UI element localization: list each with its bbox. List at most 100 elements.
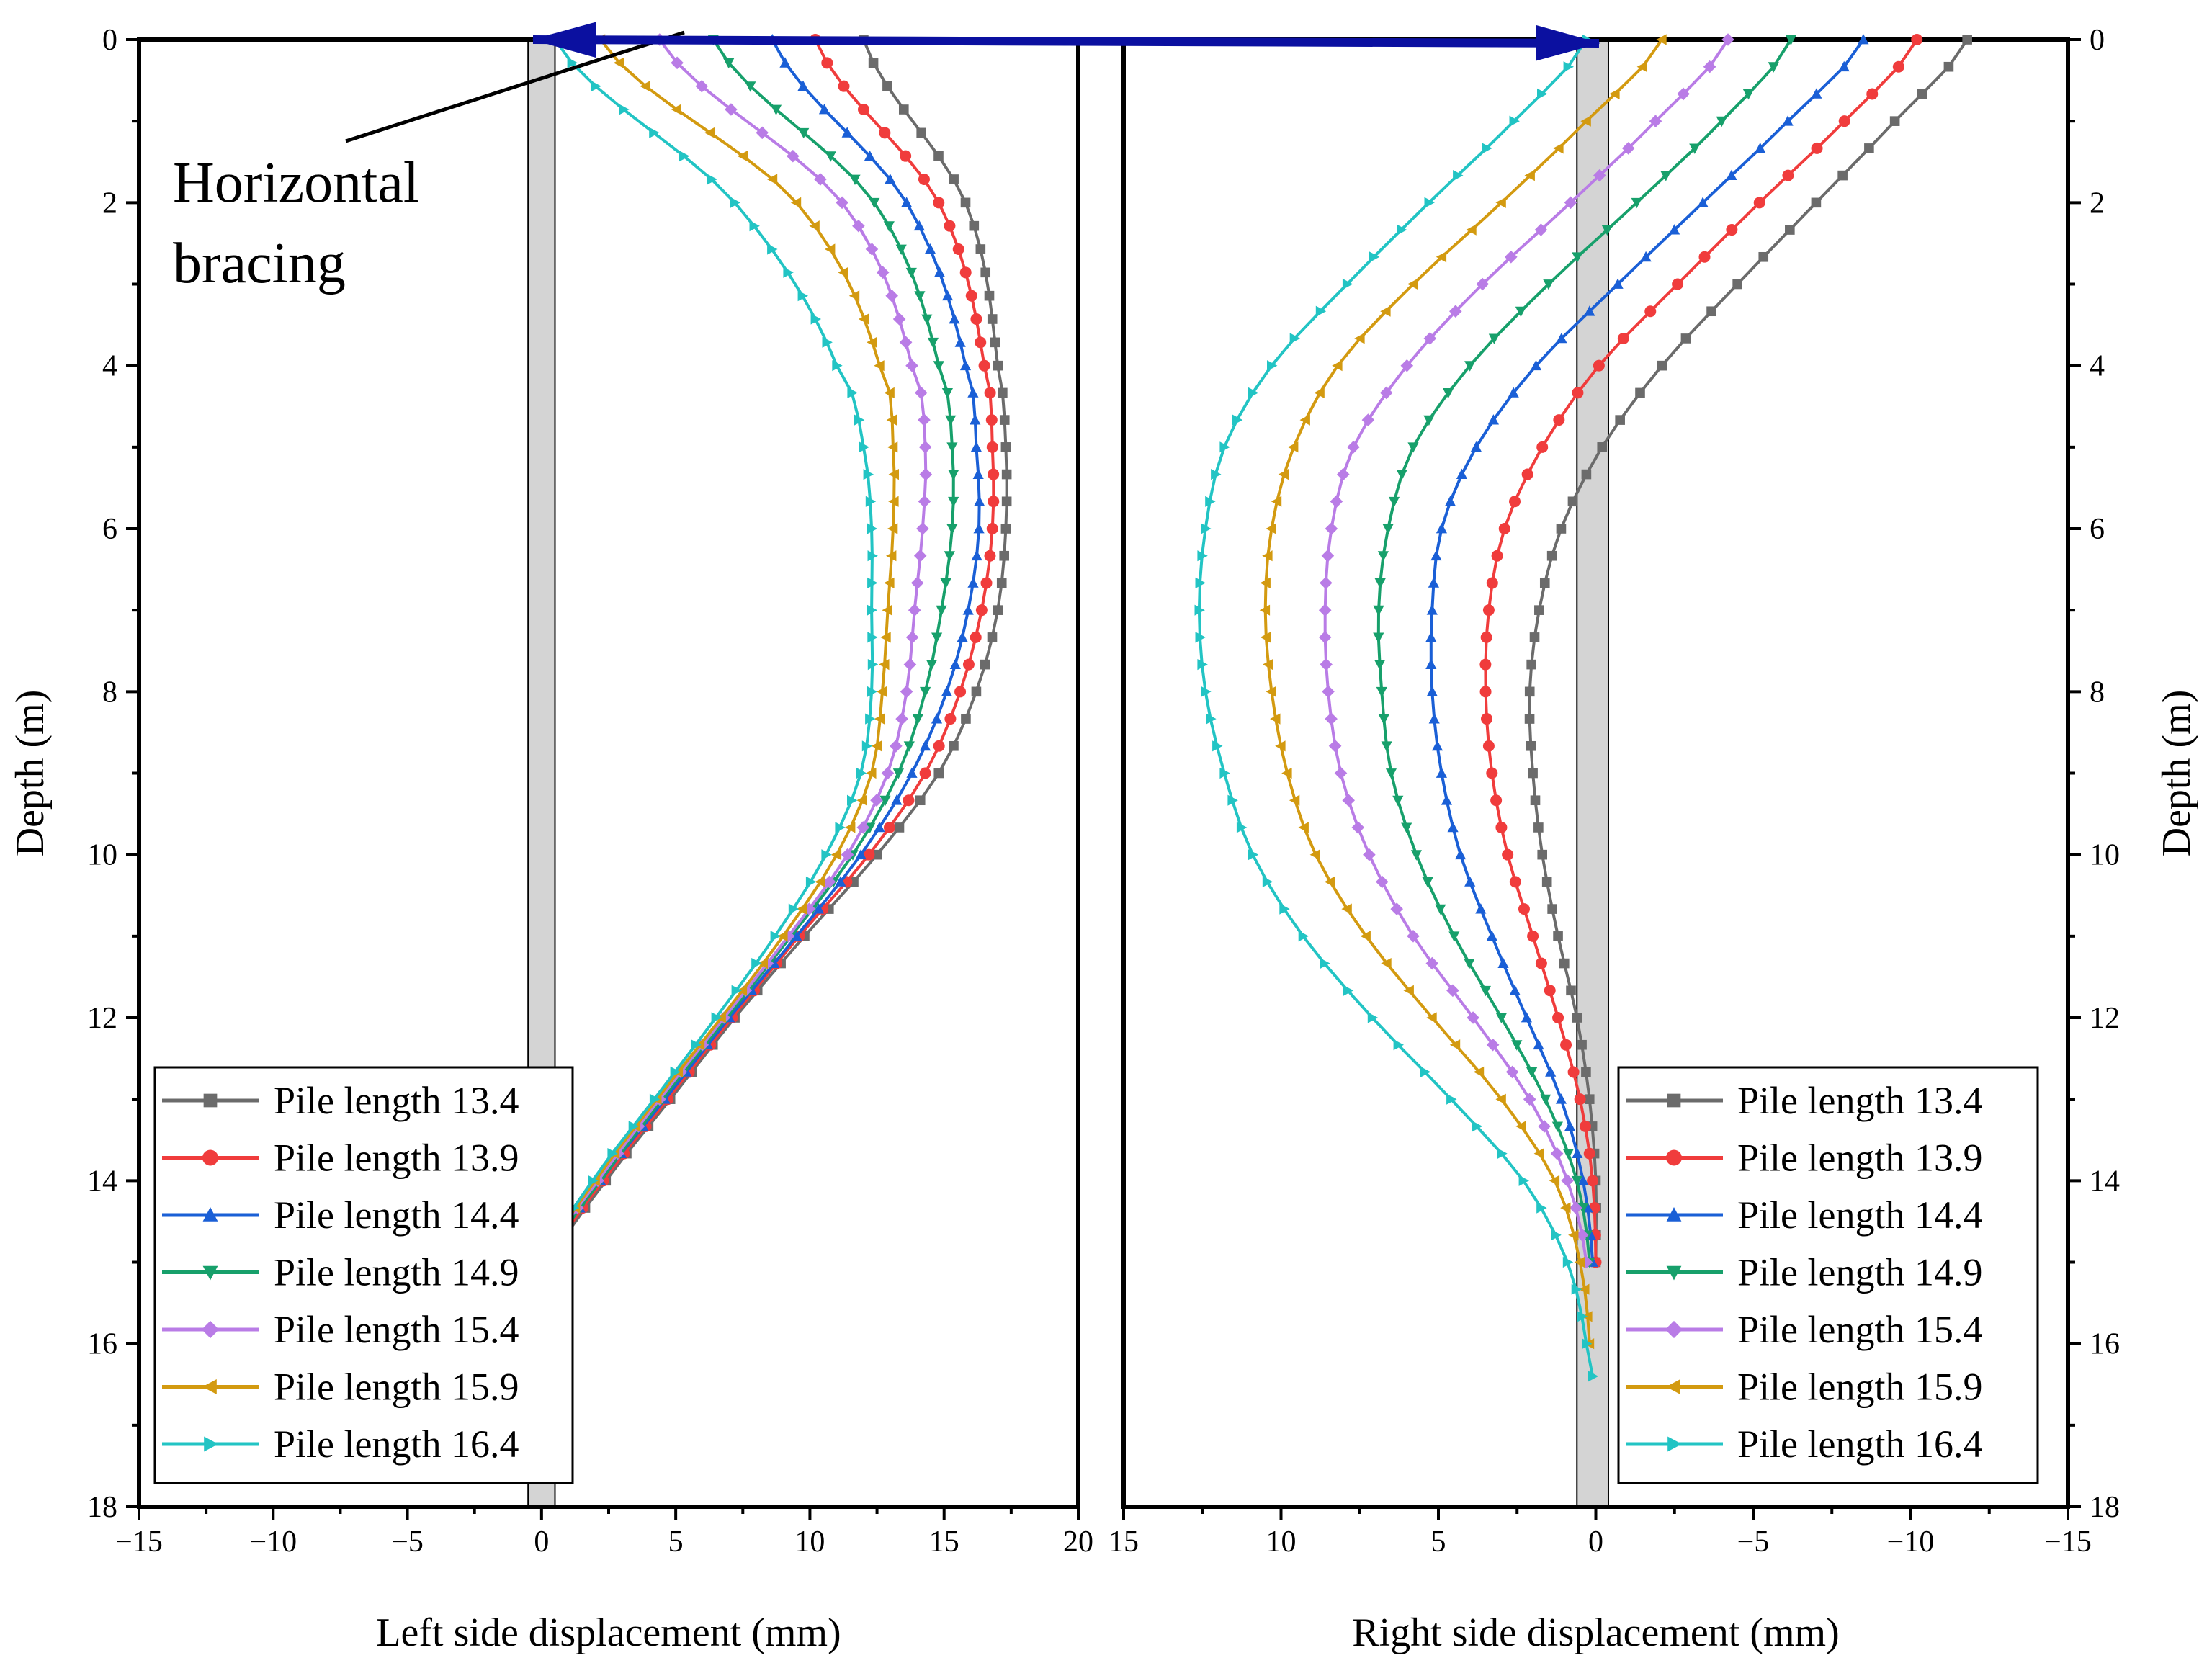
- series-marker-5: [1523, 1093, 1536, 1106]
- series-marker-7: [810, 313, 821, 325]
- series-marker-2: [1480, 631, 1492, 643]
- series-marker-6: [1560, 1202, 1571, 1214]
- series-marker-5: [1446, 984, 1459, 998]
- series-marker-5: [905, 631, 919, 644]
- series-marker-3: [931, 713, 943, 724]
- series-marker-3: [1425, 658, 1437, 669]
- x-tick-label: 0: [1588, 1525, 1603, 1559]
- series-marker-6: [1266, 523, 1276, 534]
- series-marker-4: [1377, 551, 1389, 562]
- series-marker-3: [797, 80, 809, 91]
- series-marker-1: [1539, 578, 1550, 588]
- y-tick-label: 0: [102, 24, 117, 57]
- series-marker-3: [913, 220, 925, 231]
- series-marker-6: [1436, 251, 1447, 263]
- series-marker-4: [933, 361, 944, 372]
- series-marker-7: [1367, 1012, 1379, 1023]
- series-marker-2: [1782, 169, 1794, 181]
- series-marker-7: [1195, 632, 1206, 643]
- series-marker-4: [1374, 578, 1386, 589]
- horizontal-bracing-arrow: [532, 22, 1600, 61]
- series-marker-3: [1811, 88, 1822, 99]
- series-marker-3: [967, 577, 979, 588]
- series-marker-7: [1201, 523, 1212, 534]
- series-marker-1: [1533, 822, 1544, 833]
- legend-marker-2: [202, 1149, 218, 1166]
- series-marker-3: [864, 150, 876, 161]
- series-marker-6: [1354, 333, 1365, 344]
- series-marker-2: [1509, 876, 1521, 888]
- series-marker-7: [822, 336, 833, 348]
- series-marker-4: [1373, 605, 1384, 617]
- series-marker-1: [987, 314, 998, 324]
- series-marker-7: [649, 1093, 661, 1105]
- series-marker-4: [931, 632, 943, 643]
- series-marker-6: [1515, 1121, 1526, 1132]
- series-marker-3: [891, 794, 903, 805]
- legend-marker-6: [202, 1379, 217, 1394]
- series-marker-5: [1318, 604, 1332, 617]
- series-marker-3: [1470, 441, 1482, 452]
- series-marker-2: [1535, 957, 1547, 969]
- series-marker-5: [919, 467, 933, 481]
- series-marker-4: [1378, 714, 1389, 725]
- series-marker-1: [1547, 904, 1557, 914]
- series-marker-4: [1495, 1013, 1507, 1023]
- series-marker-2: [1498, 523, 1510, 534]
- series-marker-2: [1583, 1147, 1595, 1160]
- series-marker-7: [856, 767, 867, 779]
- y-tick-label: 18: [87, 1491, 117, 1524]
- x-tick-label: 15: [1109, 1525, 1139, 1559]
- series-marker-4: [1572, 252, 1583, 263]
- series-marker-3: [1455, 848, 1467, 860]
- series-marker-4: [1443, 388, 1454, 399]
- series-line-7: [542, 38, 874, 1263]
- y-tick-label: 8: [102, 676, 117, 709]
- series-marker-6: [1278, 469, 1289, 480]
- series-line-2: [548, 39, 995, 1263]
- series-marker-7: [1195, 577, 1206, 588]
- series-marker-6: [880, 632, 891, 643]
- series-marker-7: [1194, 604, 1205, 616]
- series-marker-4: [1464, 959, 1475, 969]
- series-marker-6: [1574, 1256, 1585, 1268]
- series-marker-6: [1298, 822, 1309, 833]
- x-tick-label: 10: [1266, 1525, 1297, 1559]
- series-marker-2: [1892, 60, 1904, 73]
- series-marker-6: [871, 740, 882, 752]
- series-marker-1: [980, 659, 990, 670]
- series-marker-4: [1526, 1067, 1538, 1078]
- series-marker-2: [1491, 550, 1503, 562]
- series-marker-5: [1321, 549, 1335, 562]
- series-marker-5: [918, 441, 932, 454]
- series-marker-5: [1423, 332, 1437, 345]
- series-marker-4: [1631, 197, 1642, 209]
- series-line-5: [542, 38, 928, 1263]
- y-tick-label: 16: [2090, 1328, 2120, 1361]
- y-tick-label: 10: [87, 839, 117, 872]
- series-marker-1: [898, 104, 909, 115]
- series-marker-1: [1943, 61, 1954, 72]
- series-marker-6: [848, 290, 860, 302]
- series-marker-6: [809, 220, 820, 232]
- x-tick-label: 10: [794, 1525, 825, 1559]
- series-marker-1: [1572, 1013, 1582, 1023]
- legend-marker-6: [1666, 1379, 1680, 1394]
- series-marker-3: [1428, 713, 1440, 724]
- series-marker-7: [865, 496, 877, 507]
- series-marker-7: [1497, 1148, 1508, 1160]
- series-marker-6: [1407, 278, 1418, 290]
- series-marker-6: [856, 794, 867, 806]
- series-marker-2: [944, 713, 957, 725]
- legend-label-5: Pile length 15.4: [274, 1308, 519, 1351]
- series-marker-3: [835, 876, 846, 887]
- series-marker-6: [1466, 224, 1477, 236]
- series-marker-5: [836, 196, 848, 210]
- series-marker-2: [985, 414, 998, 426]
- series-marker-3: [1497, 957, 1509, 968]
- series-marker-6: [1314, 387, 1325, 398]
- series-marker-6: [1553, 143, 1564, 154]
- y-tick-label: 6: [2090, 513, 2105, 546]
- series-marker-3: [1521, 1012, 1532, 1023]
